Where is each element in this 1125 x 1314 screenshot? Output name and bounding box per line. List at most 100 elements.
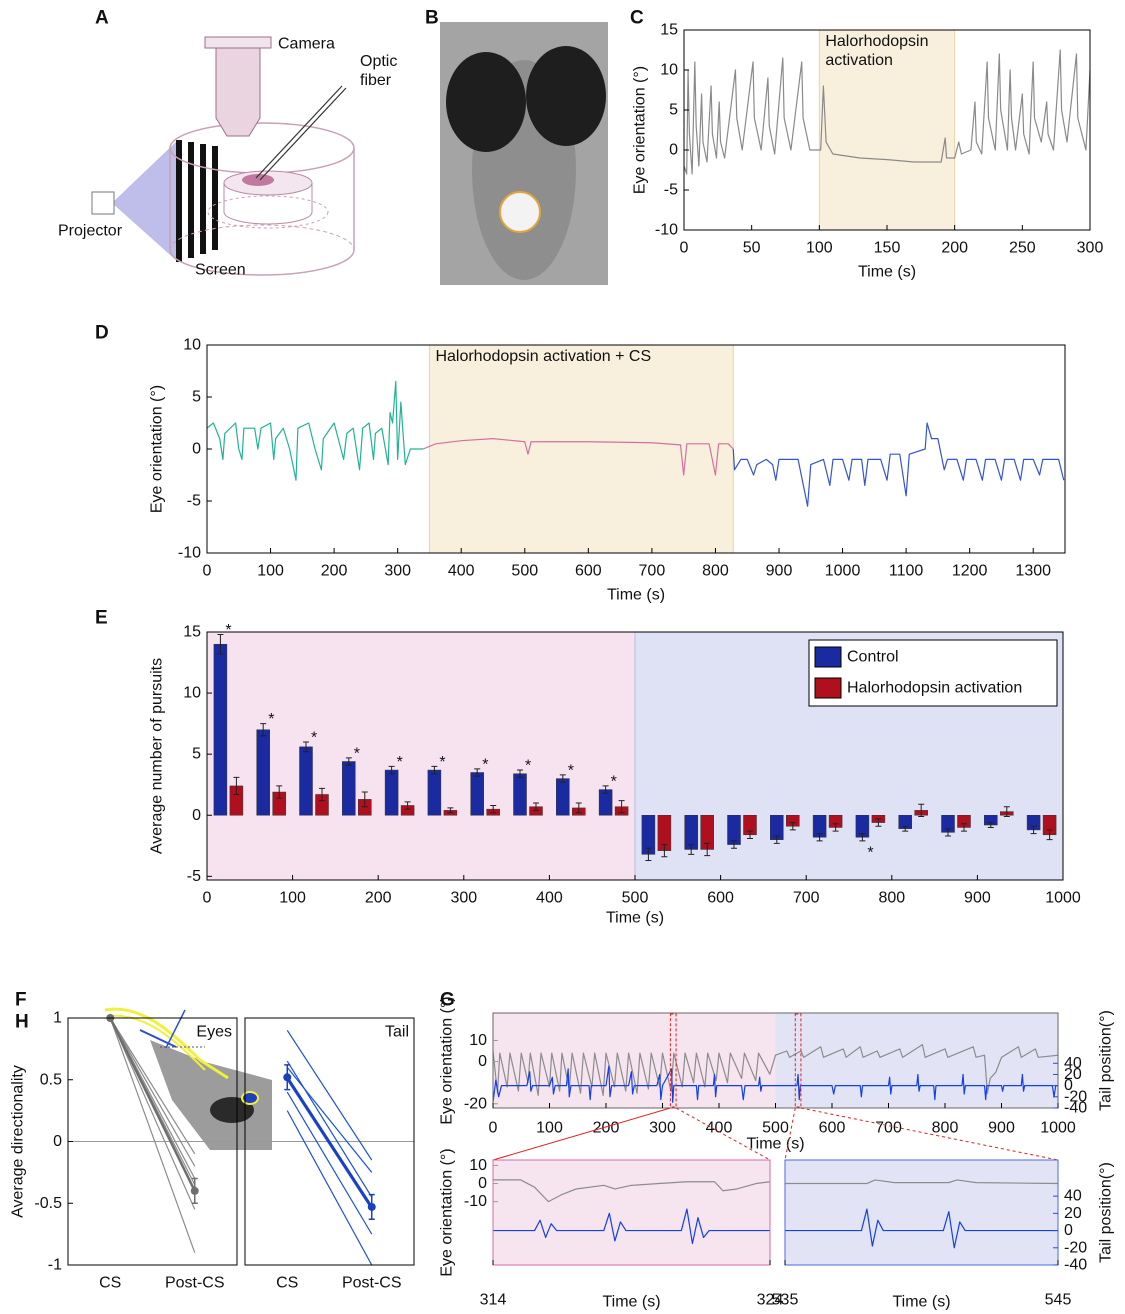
- x-tick-label: 800: [878, 890, 905, 907]
- trace: [109, 1017, 196, 1253]
- x-tick-label: 400: [448, 563, 475, 580]
- x-tick-label: 100: [806, 240, 833, 257]
- y-tick-label: 1: [53, 1010, 62, 1027]
- y2-tick-label: 40: [1064, 1188, 1082, 1205]
- y-tick-label: 0: [192, 441, 201, 458]
- error-bar: [431, 765, 438, 775]
- trace: [732, 422, 1065, 507]
- error-bar: [217, 633, 224, 655]
- x-axis-label: Time (s): [746, 1136, 804, 1153]
- y-tick-label: 10: [469, 1157, 487, 1174]
- x-tick-label: 100: [257, 563, 284, 580]
- x-tick-label: 300: [384, 563, 411, 580]
- trace: [286, 1030, 373, 1161]
- panel-label: G: [440, 990, 455, 1011]
- bar: [727, 815, 741, 845]
- y-tick-label: 5: [192, 746, 201, 763]
- panel-label: A: [95, 8, 109, 29]
- x-tick-label: 700: [875, 1120, 902, 1137]
- x-tick-label: CS: [276, 1275, 298, 1292]
- panel-label: B: [425, 8, 439, 29]
- error-bar: [987, 822, 994, 828]
- trace: [422, 438, 734, 476]
- x-tick-label: 600: [707, 890, 734, 907]
- zoom-window: [669, 1013, 677, 1108]
- axes-frame: [784, 1159, 1059, 1266]
- x-tick-label: 900: [964, 890, 991, 907]
- significance-marker: *: [397, 754, 403, 771]
- x-tick-label: 900: [766, 563, 793, 580]
- trace: [286, 1110, 373, 1266]
- significance-marker: *: [439, 754, 445, 771]
- x-tick-label: 500: [622, 890, 649, 907]
- zoom-connector: [784, 1107, 796, 1161]
- trace: [493, 1044, 1058, 1096]
- trace: [493, 1065, 1058, 1104]
- error-bar: [319, 787, 325, 802]
- axes-frame: [244, 1017, 415, 1266]
- error-bar: [747, 830, 753, 839]
- x-tick-label: 700: [793, 890, 820, 907]
- bar: [213, 643, 228, 816]
- panel-label: F: [15, 990, 27, 1011]
- y-tick-label: -10: [464, 1193, 487, 1210]
- error-bar: [559, 774, 566, 783]
- y2-tick-label: 20: [1064, 1205, 1082, 1222]
- bar: [556, 778, 570, 816]
- x-tick-label: 545: [1045, 1292, 1072, 1309]
- panel-label: E: [95, 608, 108, 629]
- significance-marker: *: [225, 622, 231, 639]
- y2-axis-label: Tail position(°): [1098, 1010, 1115, 1111]
- y2-tick-label: 0: [1064, 1222, 1073, 1239]
- error-bar: [602, 785, 609, 794]
- y-tick-label: 0: [478, 1175, 487, 1192]
- trace: [207, 380, 424, 481]
- x-axis-label: Time (s): [606, 910, 664, 927]
- y-tick-label: -5: [187, 868, 201, 885]
- x-tick-label: 314: [480, 1292, 507, 1309]
- error-bar: [490, 804, 497, 814]
- zoom-window: [794, 1013, 802, 1108]
- trace: [109, 1017, 196, 1167]
- y-tick-label: 5: [669, 102, 678, 119]
- y-tick-label: -10: [178, 545, 201, 562]
- y-tick-label: 10: [183, 685, 201, 702]
- error-bar: [447, 807, 454, 814]
- x-axis-label: Time (s): [602, 1294, 660, 1311]
- error-bar: [789, 822, 796, 831]
- shaded-region: [207, 632, 635, 880]
- x-tick-label: 1100: [889, 563, 924, 580]
- y2-tick-label: -20: [1064, 1239, 1087, 1256]
- x-tick-label: 100: [536, 1120, 563, 1137]
- y-tick-label: -5: [664, 182, 678, 199]
- bar: [299, 746, 313, 816]
- panel-label: C: [630, 8, 644, 29]
- illustration-label: Screen: [195, 262, 246, 279]
- y-tick-label: 10: [469, 1032, 487, 1049]
- illustration-label: Optic fiber: [360, 53, 398, 89]
- y-tick-label: 0.5: [40, 1071, 62, 1088]
- y-tick-label: -20: [464, 1095, 487, 1112]
- y-axis-label: Eye orientation (°): [149, 385, 166, 513]
- mean-marker: [190, 1186, 199, 1195]
- error-bar: [661, 844, 668, 858]
- error-bar: [533, 802, 539, 811]
- panel-label: D: [95, 323, 109, 344]
- setup-illustration: [91, 36, 355, 276]
- x-tick-label: 0: [203, 563, 212, 580]
- x-tick-label: 1000: [1040, 1120, 1076, 1137]
- y2-tick-label: 20: [1064, 1066, 1082, 1083]
- x-tick-label: Post-CS: [342, 1275, 402, 1292]
- y-axis-label: Average directionality: [10, 1065, 27, 1218]
- error-bar: [816, 833, 823, 842]
- trace: [286, 1079, 373, 1210]
- trace: [493, 1179, 770, 1203]
- x-tick-label: 1300: [1015, 563, 1051, 580]
- x-axis-label: Time (s): [607, 587, 665, 604]
- y2-tick-label: -40: [1064, 1100, 1087, 1117]
- zoom-connector: [492, 1107, 671, 1161]
- trace: [785, 1208, 1058, 1249]
- trace: [286, 1060, 373, 1198]
- y-tick-label: 0: [478, 1053, 487, 1070]
